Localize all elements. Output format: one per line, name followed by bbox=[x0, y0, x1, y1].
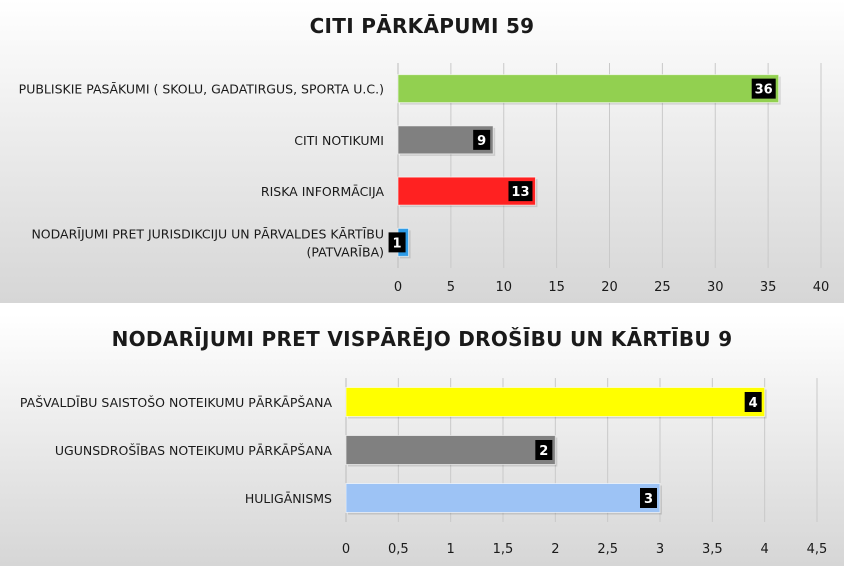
data-label: 4 bbox=[749, 396, 758, 411]
data-label-box bbox=[508, 181, 533, 202]
x-tick-label: 1,5 bbox=[493, 542, 514, 557]
data-label: 9 bbox=[477, 134, 486, 149]
category-label: HULIGĀNISMS bbox=[245, 491, 332, 506]
x-tick-label: 0 bbox=[394, 280, 402, 295]
chart-panel-other-violations: CITI PĀRKĀPUMI 59 36 PUBLISKIE PASĀKUMI (… bbox=[0, 0, 844, 303]
data-label: 36 bbox=[755, 83, 773, 98]
x-tick-label: 15 bbox=[548, 280, 565, 295]
x-tick-label: 4 bbox=[761, 542, 769, 557]
category-label: PAŠVALDĪBU SAISTOŠO NOTEIKUMU PĀRKĀPŠANA bbox=[20, 395, 333, 410]
x-tick-label: 10 bbox=[495, 280, 512, 295]
bar-chart-public-safety: 4 PAŠVALDĪBU SAISTOŠO NOTEIKUMU PĀRKĀPŠAN… bbox=[20, 378, 828, 557]
x-tick-label: 4,5 bbox=[807, 542, 828, 557]
data-label: 13 bbox=[511, 185, 529, 200]
chart-title: NODARĪJUMI PRET VISPĀRĒJO DROŠĪBU UN KĀR… bbox=[111, 327, 733, 351]
x-tick-label: 0 bbox=[342, 542, 350, 557]
category-label: NODARĪJUMI PRET JURISDIKCIJU UN PĀRVALDE… bbox=[31, 226, 384, 241]
bar bbox=[345, 483, 661, 513]
data-label-box bbox=[473, 129, 491, 150]
chart-title: CITI PĀRKĀPUMI 59 bbox=[309, 14, 535, 38]
data-label-box bbox=[388, 232, 406, 253]
data-label: 1 bbox=[393, 236, 402, 251]
x-tick-label: 0,5 bbox=[388, 542, 409, 557]
bar bbox=[345, 435, 556, 465]
category-label: (PATVARĪBA) bbox=[306, 244, 384, 259]
data-label: 2 bbox=[539, 444, 548, 459]
category-label: RISKA INFORMĀCIJA bbox=[261, 184, 385, 199]
x-tick-label: 3,5 bbox=[702, 542, 723, 557]
x-tick-label: 2 bbox=[551, 542, 559, 557]
data-label-box bbox=[751, 78, 776, 99]
bar-chart-other-violations: 36 PUBLISKIE PASĀKUMI ( SKOLU, GADATIRGUS… bbox=[19, 63, 830, 295]
x-tick-label: 30 bbox=[707, 280, 724, 295]
x-tick-label: 5 bbox=[447, 280, 455, 295]
x-tick-label: 35 bbox=[760, 280, 777, 295]
bar bbox=[397, 74, 780, 104]
x-tick-label: 3 bbox=[656, 542, 664, 557]
data-label-box bbox=[640, 488, 657, 508]
category-label: PUBLISKIE PASĀKUMI ( SKOLU, GADATIRGUS, … bbox=[19, 82, 384, 97]
category-label: UGUNSDROŠĪBAS NOTEIKUMU PĀRKĀPŠANA bbox=[55, 443, 333, 458]
chart-panel-public-safety: NODARĪJUMI PRET VISPĀRĒJO DROŠĪBU UN KĀR… bbox=[0, 314, 844, 566]
data-label-box bbox=[744, 392, 762, 412]
x-tick-label: 2,5 bbox=[597, 542, 618, 557]
data-label-box bbox=[535, 440, 553, 460]
category-label: CITI NOTIKUMI bbox=[294, 133, 384, 148]
data-label: 3 bbox=[644, 492, 653, 507]
x-tick-label: 40 bbox=[813, 280, 830, 295]
x-tick-label: 20 bbox=[601, 280, 618, 295]
x-tick-label: 1 bbox=[447, 542, 455, 557]
x-tick-label: 25 bbox=[654, 280, 671, 295]
bar bbox=[345, 387, 766, 417]
